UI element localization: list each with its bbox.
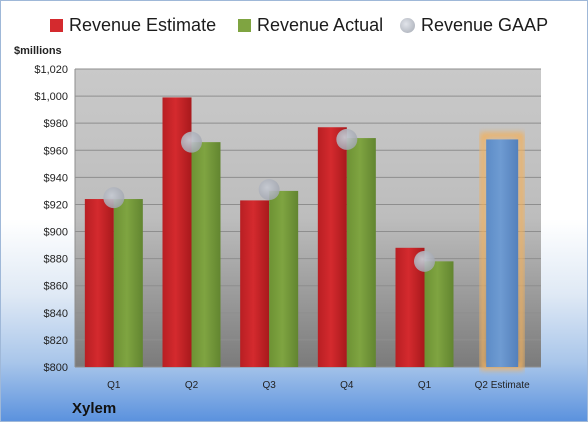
x-tick-label: Q1 (418, 380, 432, 391)
y-tick-label: $920 (44, 199, 68, 211)
y-tick-label: $1,000 (34, 91, 68, 103)
y-tick-label: $820 (44, 335, 68, 347)
legend-swatch-estimate (50, 19, 63, 32)
y-tick-label: $1,020 (34, 64, 68, 76)
dot-revenue-gaap (181, 131, 202, 153)
x-tick-label: Q2 (185, 380, 199, 391)
bar-projected-estimate (486, 139, 519, 367)
legend-label-actual: Revenue Actual (257, 15, 384, 35)
legend-dot-gaap (400, 18, 415, 33)
x-tick-label: Q1 (107, 380, 121, 391)
bar-revenue-actual (113, 199, 143, 367)
x-tick-label: Q2 Estimate (475, 380, 530, 391)
legend-item-estimate: Revenue Estimate (50, 15, 216, 36)
legend-item-actual: Revenue Actual (238, 15, 383, 36)
bar-revenue-actual (269, 190, 299, 367)
bar-revenue-estimate (240, 200, 270, 367)
legend: Revenue Estimate Revenue Actual Revenue … (1, 15, 587, 43)
unit-label: $millions (14, 45, 62, 57)
dot-revenue-gaap (414, 250, 435, 272)
y-tick-label: $840 (44, 308, 68, 320)
dot-revenue-gaap (258, 179, 280, 201)
legend-label-estimate: Revenue Estimate (69, 15, 217, 35)
company-name: Xylem (72, 400, 117, 417)
dot-revenue-gaap (103, 187, 125, 209)
y-tick-label: $880 (44, 254, 68, 266)
legend-item-gaap: Revenue GAAP (400, 15, 548, 36)
legend-swatch-actual (238, 19, 251, 32)
bar-revenue-estimate (317, 127, 347, 367)
y-tick-label: $940 (44, 172, 68, 184)
x-tick-label: Q4 (340, 380, 354, 391)
plot-area (75, 69, 541, 367)
dot-revenue-gaap (336, 128, 358, 150)
bar-revenue-actual (191, 142, 221, 367)
bar-revenue-actual (346, 138, 376, 367)
bar-revenue-actual (424, 261, 454, 367)
x-tick-label: Q3 (262, 380, 276, 391)
y-tick-label: $900 (44, 227, 68, 239)
y-tick-label: $960 (44, 145, 68, 157)
bar-revenue-estimate (84, 199, 114, 367)
y-tick-label: $800 (44, 362, 68, 374)
y-tick-label: $860 (44, 281, 68, 293)
y-tick-label: $980 (44, 118, 68, 130)
legend-label-gaap: Revenue GAAP (421, 15, 549, 35)
